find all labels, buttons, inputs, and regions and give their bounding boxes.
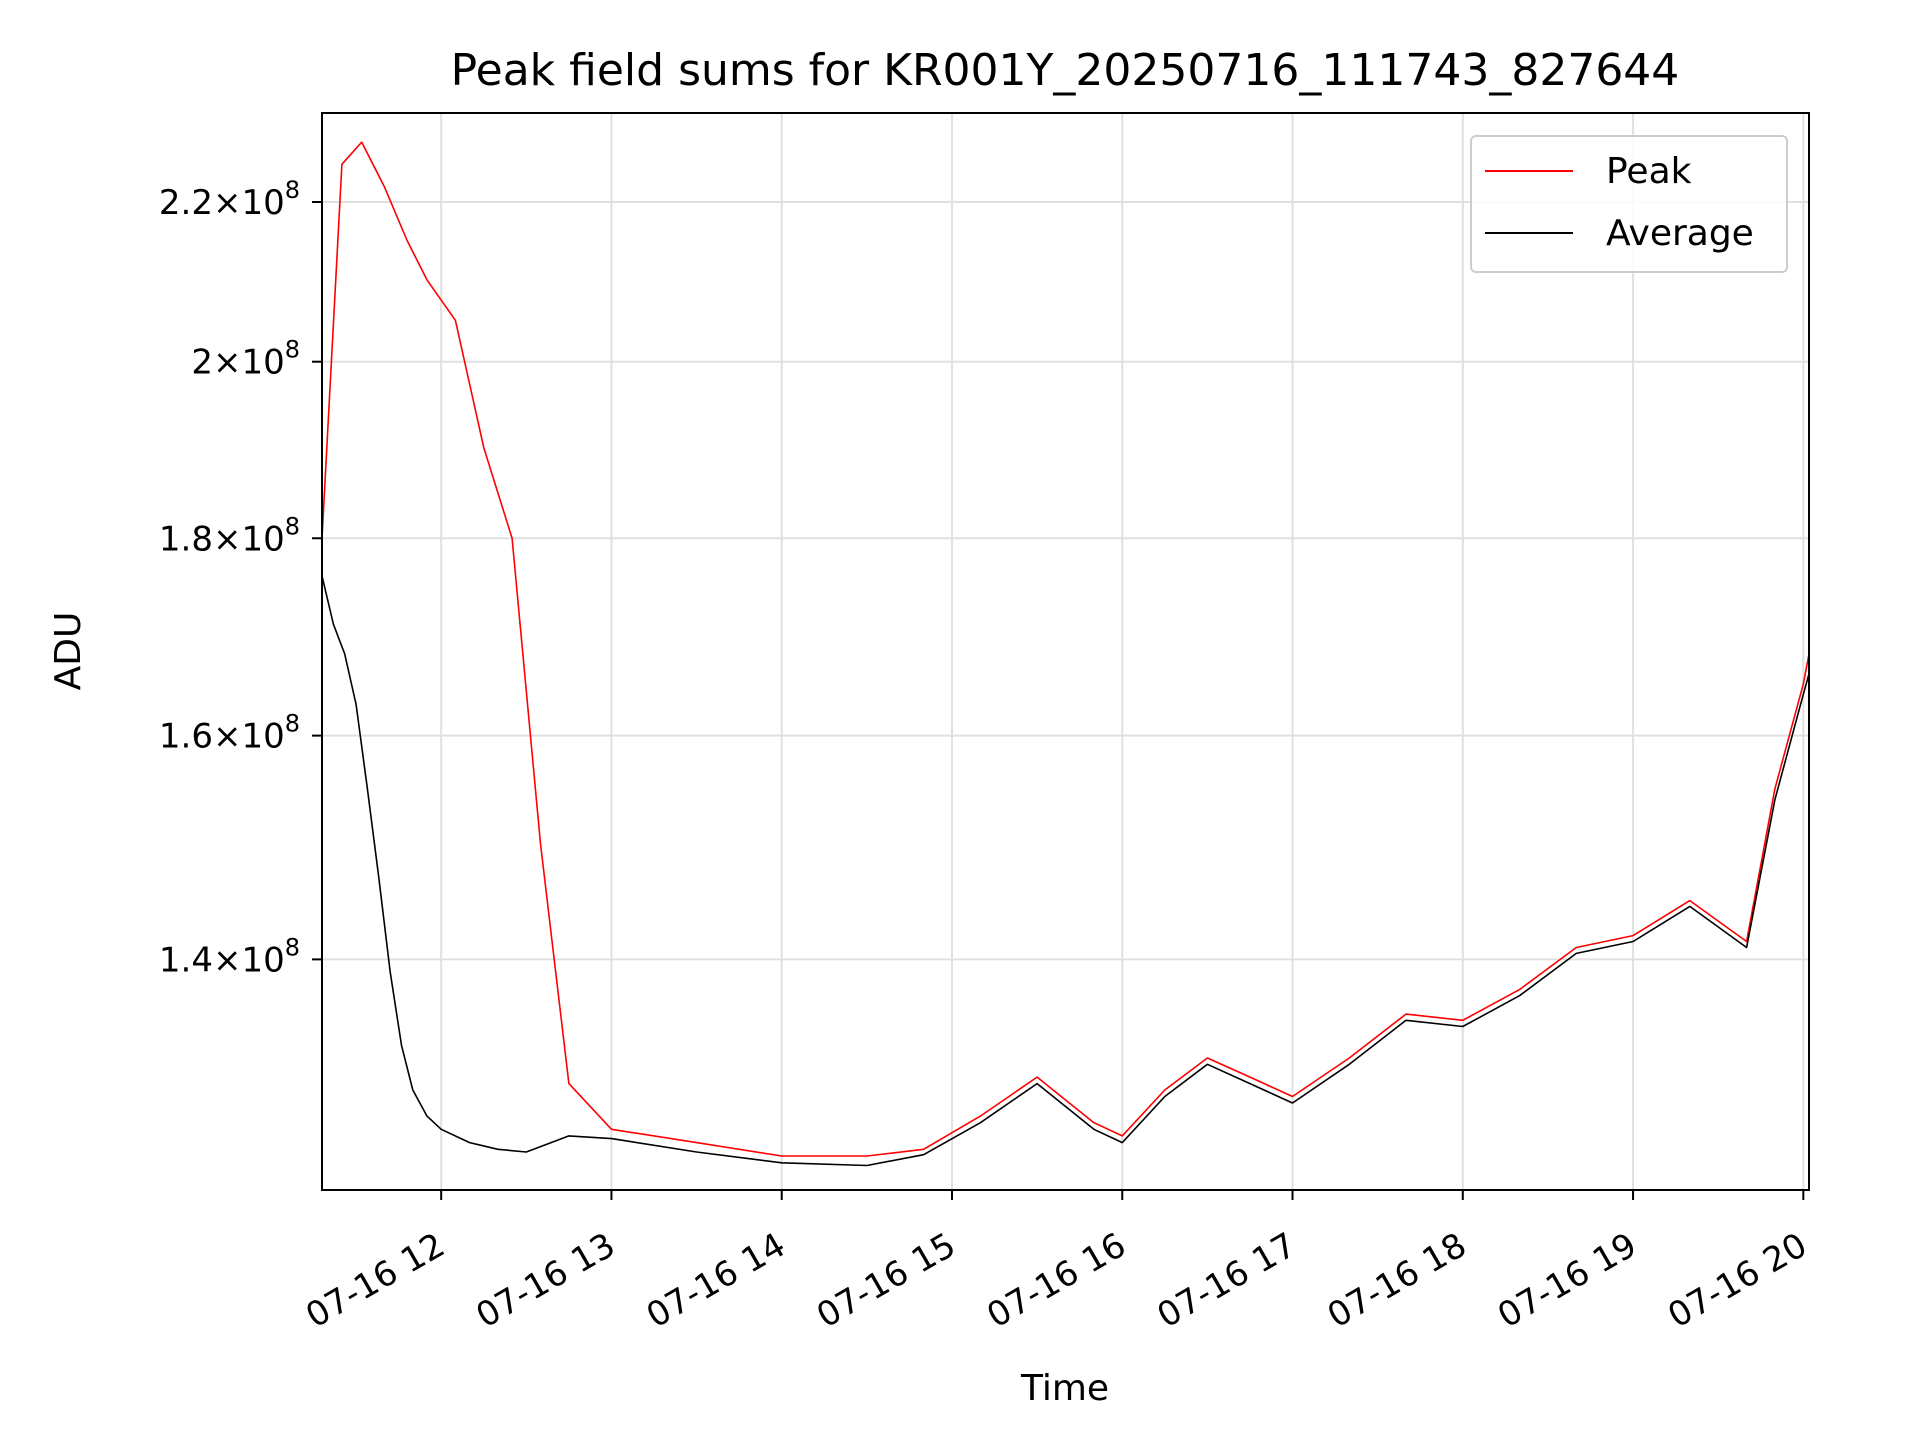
y-tick-base: ×10 <box>213 940 285 980</box>
series-line-average <box>322 575 1809 1167</box>
y-tick-mantissa: 2 <box>191 343 213 383</box>
y-tick-mantissa: 2.2 <box>159 183 213 223</box>
series-line-peak <box>322 141 1809 1157</box>
y-tick-label: 1.4×108 <box>159 933 300 980</box>
legend-label-average: Average <box>1606 213 1754 254</box>
y-tick-label: 2.2×108 <box>159 176 300 223</box>
chart-title: Peak field sums for KR001Y_20250716_1117… <box>451 45 1680 96</box>
y-tick-label: 2×108 <box>191 336 300 383</box>
legend-label-peak: Peak <box>1606 151 1692 192</box>
y-tick-exponent: 8 <box>285 176 300 204</box>
y-tick-base: ×10 <box>213 717 285 757</box>
legend: Peak Average <box>1470 135 1788 273</box>
y-tick-label: 1.8×108 <box>159 512 300 559</box>
y-tick-base: ×10 <box>213 183 285 223</box>
series-layer <box>322 141 1809 1167</box>
plot-frame <box>321 112 1810 1191</box>
x-axis-label: Time <box>1020 1368 1109 1409</box>
y-tick-mantissa: 1.8 <box>159 519 213 559</box>
y-axis-label: ADU <box>48 612 89 691</box>
y-tick-label: 1.6×108 <box>159 710 300 757</box>
y-tick-exponent: 8 <box>285 512 300 540</box>
y-tick-exponent: 8 <box>285 336 300 364</box>
y-tick-base: ×10 <box>213 519 285 559</box>
y-tick-mantissa: 1.4 <box>159 940 213 980</box>
y-tick-mantissa: 1.6 <box>159 717 213 757</box>
y-tick-base: ×10 <box>213 343 285 383</box>
y-tick-exponent: 8 <box>285 710 300 738</box>
y-tick-exponent: 8 <box>285 933 300 961</box>
